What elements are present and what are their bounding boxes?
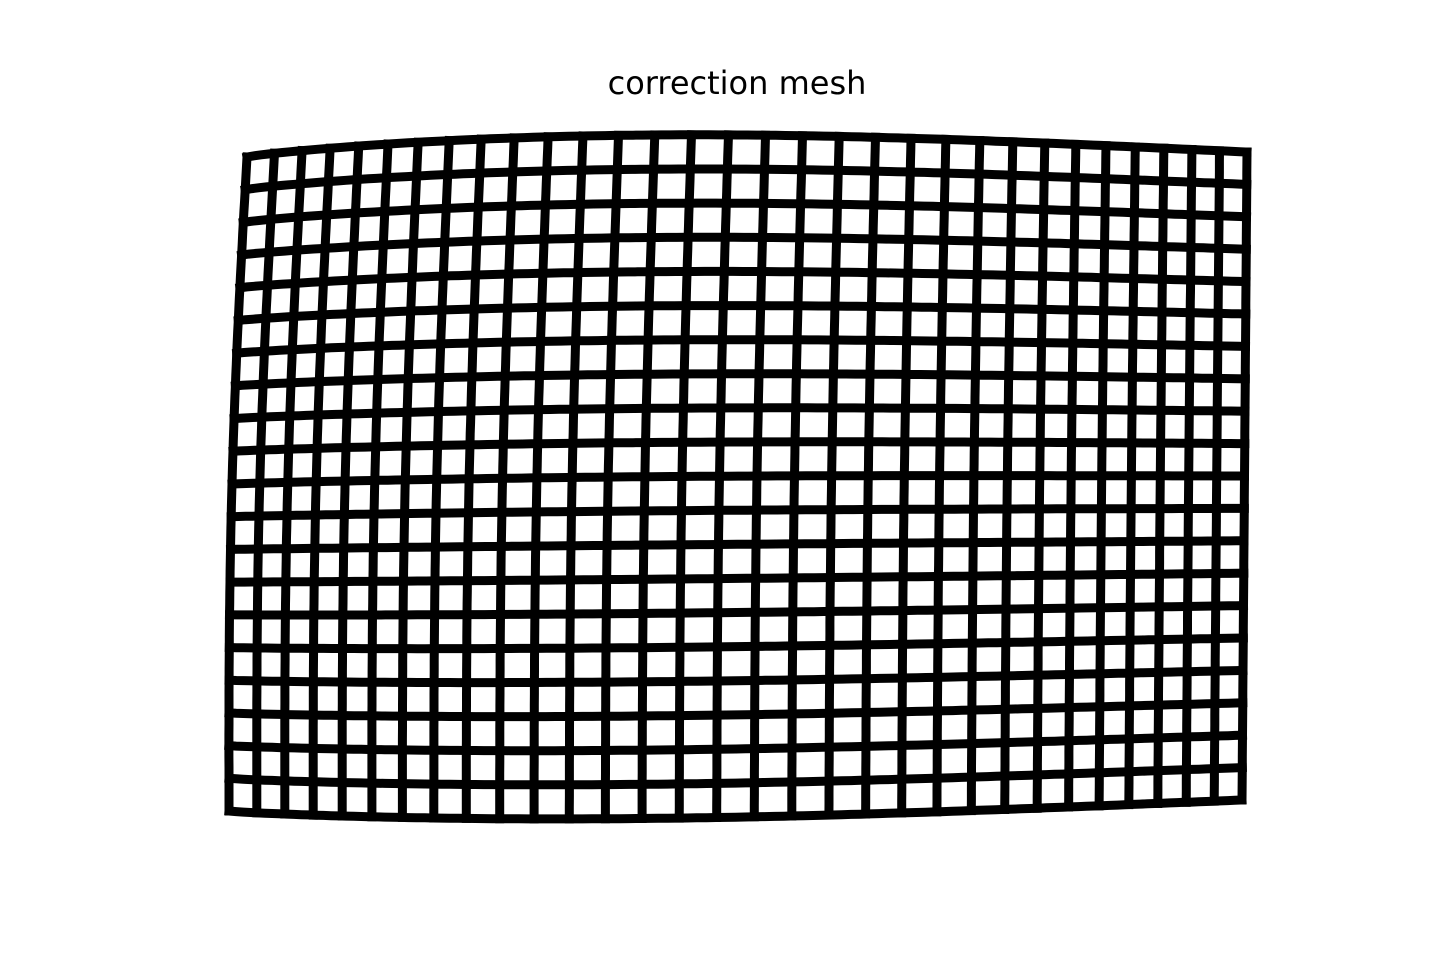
mesh-row-line <box>233 301 1251 326</box>
mesh-row-line <box>224 665 1248 688</box>
mesh-row-line <box>230 369 1250 391</box>
mesh-row-line <box>228 437 1250 457</box>
mesh-row-line <box>226 503 1249 522</box>
mesh-row-line <box>240 164 1252 195</box>
mesh-row-line <box>227 471 1249 489</box>
mesh-row-line <box>224 698 1248 722</box>
mesh-row-line <box>224 730 1248 756</box>
mesh-row-line <box>225 536 1249 554</box>
mesh <box>224 130 1252 824</box>
mesh-row-line <box>224 795 1247 824</box>
mesh-row-line <box>234 266 1251 293</box>
mesh-row-line <box>238 198 1252 228</box>
mesh-row-line <box>231 335 1251 359</box>
mesh-row-line <box>224 762 1247 790</box>
mesh-row-line <box>225 568 1249 587</box>
mesh-row-line <box>236 232 1251 261</box>
mesh-row-line <box>241 130 1252 163</box>
mesh-row-line <box>224 633 1248 654</box>
title: correction mesh <box>608 64 867 102</box>
mesh-row-line <box>229 403 1250 424</box>
mesh-row-line <box>224 601 1249 620</box>
